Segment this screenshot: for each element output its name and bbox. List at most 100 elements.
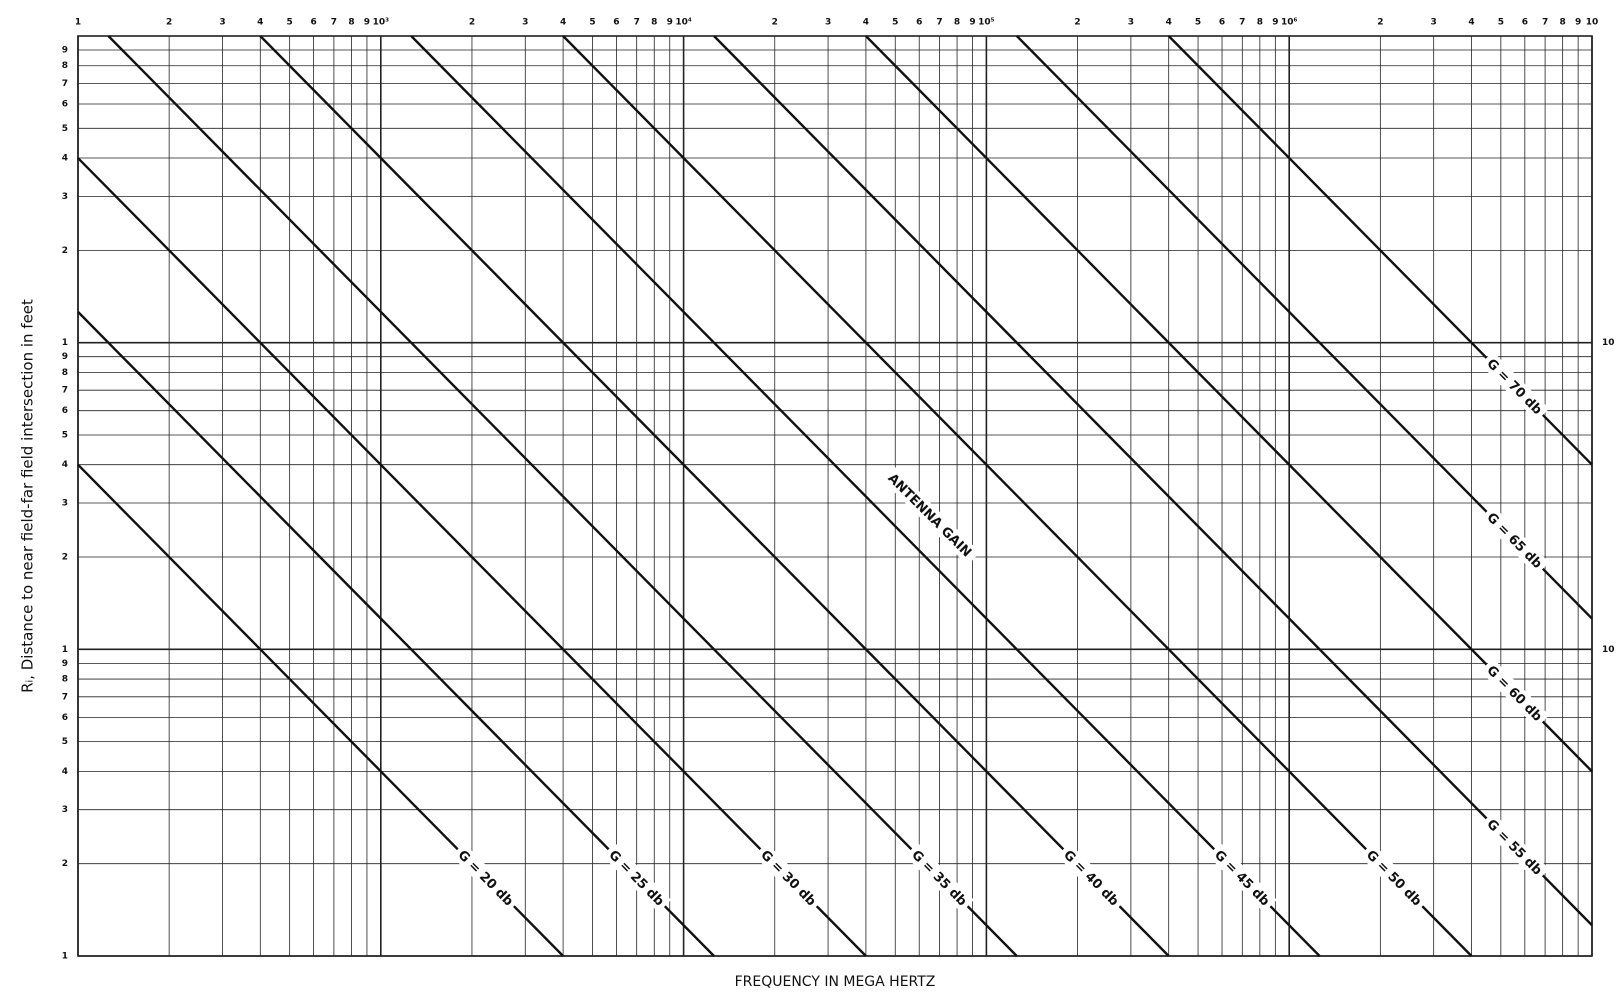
series-label-bg: [1207, 842, 1277, 913]
x-tick-label: 4: [1166, 18, 1172, 28]
x-tick-label: 3: [219, 18, 225, 28]
x-tick-label: 7: [1239, 18, 1245, 28]
x-tick-label: 6: [310, 18, 316, 28]
y-tick-label: 6: [62, 100, 68, 110]
x-tick-label: 9: [667, 18, 673, 28]
x-tick-label: 5: [287, 18, 293, 28]
x-tick-label: 5: [1195, 18, 1201, 28]
series-label-bg: [754, 842, 824, 913]
y-tick-label: 8: [62, 61, 68, 71]
x-tick-label: 1: [75, 18, 81, 28]
y-axis-label: Rᵢ, Distance to near field-far field int…: [19, 299, 37, 693]
series-line: [107, 35, 1018, 957]
series-label-bg: [1359, 842, 1429, 913]
series-label-bg: [1056, 842, 1126, 913]
y2-tick-label: 10: [1602, 338, 1615, 348]
y-tick-label: 3: [62, 192, 68, 202]
y-tick-label: 6: [62, 406, 68, 416]
x-tick-label: 4: [257, 18, 263, 28]
y-tick-label: 9: [62, 352, 68, 362]
x-tick-label: 2: [1377, 18, 1383, 28]
x-tick-label: 8: [1560, 18, 1566, 28]
x-tick-label: 8: [954, 18, 960, 28]
y-tick-label: 7: [62, 79, 68, 89]
x-tick-label: 4: [863, 18, 869, 28]
y-tick-label: 4: [62, 460, 68, 470]
x-tick-label: 8: [651, 18, 657, 28]
series-line: [562, 35, 1473, 957]
y-tick-label: 2: [62, 553, 68, 563]
y-tick-label: 5: [62, 430, 68, 440]
y-tick-label: 2: [62, 859, 68, 869]
y-tick-label: 4: [62, 154, 68, 164]
y-tick-label: 2: [62, 246, 68, 256]
x-tick-label: 2: [1074, 18, 1080, 28]
series-line: [410, 35, 1321, 957]
series-label-bg: [1480, 812, 1550, 882]
x-tick-label: 10³: [373, 18, 390, 28]
y-tick-label: 1: [62, 338, 68, 348]
x-tick-label: 4: [560, 18, 566, 28]
x-tick-label: 9: [969, 18, 975, 28]
series-label-bg: [602, 842, 672, 913]
annotation-bg: [879, 464, 981, 566]
series-label-bg: [904, 842, 975, 913]
x-tick-label: 3: [1431, 18, 1437, 28]
y-tick-label: 3: [62, 499, 68, 509]
x-axis-label: FREQUENCY IN MEGA HERTZ: [735, 974, 936, 990]
x-tick-label: 5: [1498, 18, 1504, 28]
series-label-bg: [1480, 505, 1550, 576]
series-line: [259, 35, 1170, 957]
series-label-bg: [1480, 658, 1550, 728]
y-tick-label: 6: [62, 713, 68, 723]
y-tick-label: 1: [62, 645, 68, 655]
x-tick-label: 10⁶: [1281, 18, 1298, 28]
series-line: [713, 35, 1593, 927]
x-tick-label: 6: [613, 18, 619, 28]
x-tick-label: 9: [1575, 18, 1581, 28]
x-tick-label: 9: [364, 18, 370, 28]
series-line: [865, 35, 1593, 773]
y-tick-label: 8: [62, 368, 68, 378]
x-tick-label: 10⁴: [675, 18, 692, 28]
x-tick-label: 10: [1586, 18, 1599, 28]
y-tick-label: 4: [62, 767, 68, 777]
series-line: [77, 311, 715, 957]
x-tick-label: 2: [469, 18, 475, 28]
y-tick-label: 9: [62, 659, 68, 669]
x-tick-label: 6: [1522, 18, 1528, 28]
x-tick-label: 7: [331, 18, 337, 28]
y-tick-label: 9: [62, 46, 68, 56]
y-tick-label: 8: [62, 675, 68, 685]
y-tick-label: 5: [62, 737, 68, 747]
y-tick-label: 7: [62, 692, 68, 702]
x-tick-label: 7: [634, 18, 640, 28]
x-tick-label: 8: [348, 18, 354, 28]
plot-frame: [77, 35, 1593, 957]
x-tick-label: 2: [772, 18, 778, 28]
x-tick-label: 3: [522, 18, 528, 28]
x-tick-label: 3: [1128, 18, 1134, 28]
y-tick-label: 3: [62, 805, 68, 815]
x-tick-label: 5: [892, 18, 898, 28]
x-tick-label: 4: [1468, 18, 1474, 28]
x-tick-label: 8: [1257, 18, 1263, 28]
series-line: [77, 157, 867, 957]
series-label-bg: [1480, 351, 1550, 422]
x-tick-label: 5: [589, 18, 595, 28]
x-tick-label: 3: [825, 18, 831, 28]
series-label-bg: [451, 842, 521, 913]
x-tick-label: 6: [1219, 18, 1225, 28]
x-tick-label: 7: [936, 18, 942, 28]
y-tick-label: 1: [62, 952, 68, 962]
y2-tick-label: 10: [1602, 645, 1615, 655]
x-tick-label: 2: [166, 18, 172, 28]
y-tick-label: 5: [62, 124, 68, 134]
x-tick-label: 7: [1542, 18, 1548, 28]
x-tick-label: 9: [1272, 18, 1278, 28]
y-tick-label: 7: [62, 386, 68, 396]
x-tick-label: 6: [916, 18, 922, 28]
x-tick-label: 10⁵: [978, 18, 995, 28]
